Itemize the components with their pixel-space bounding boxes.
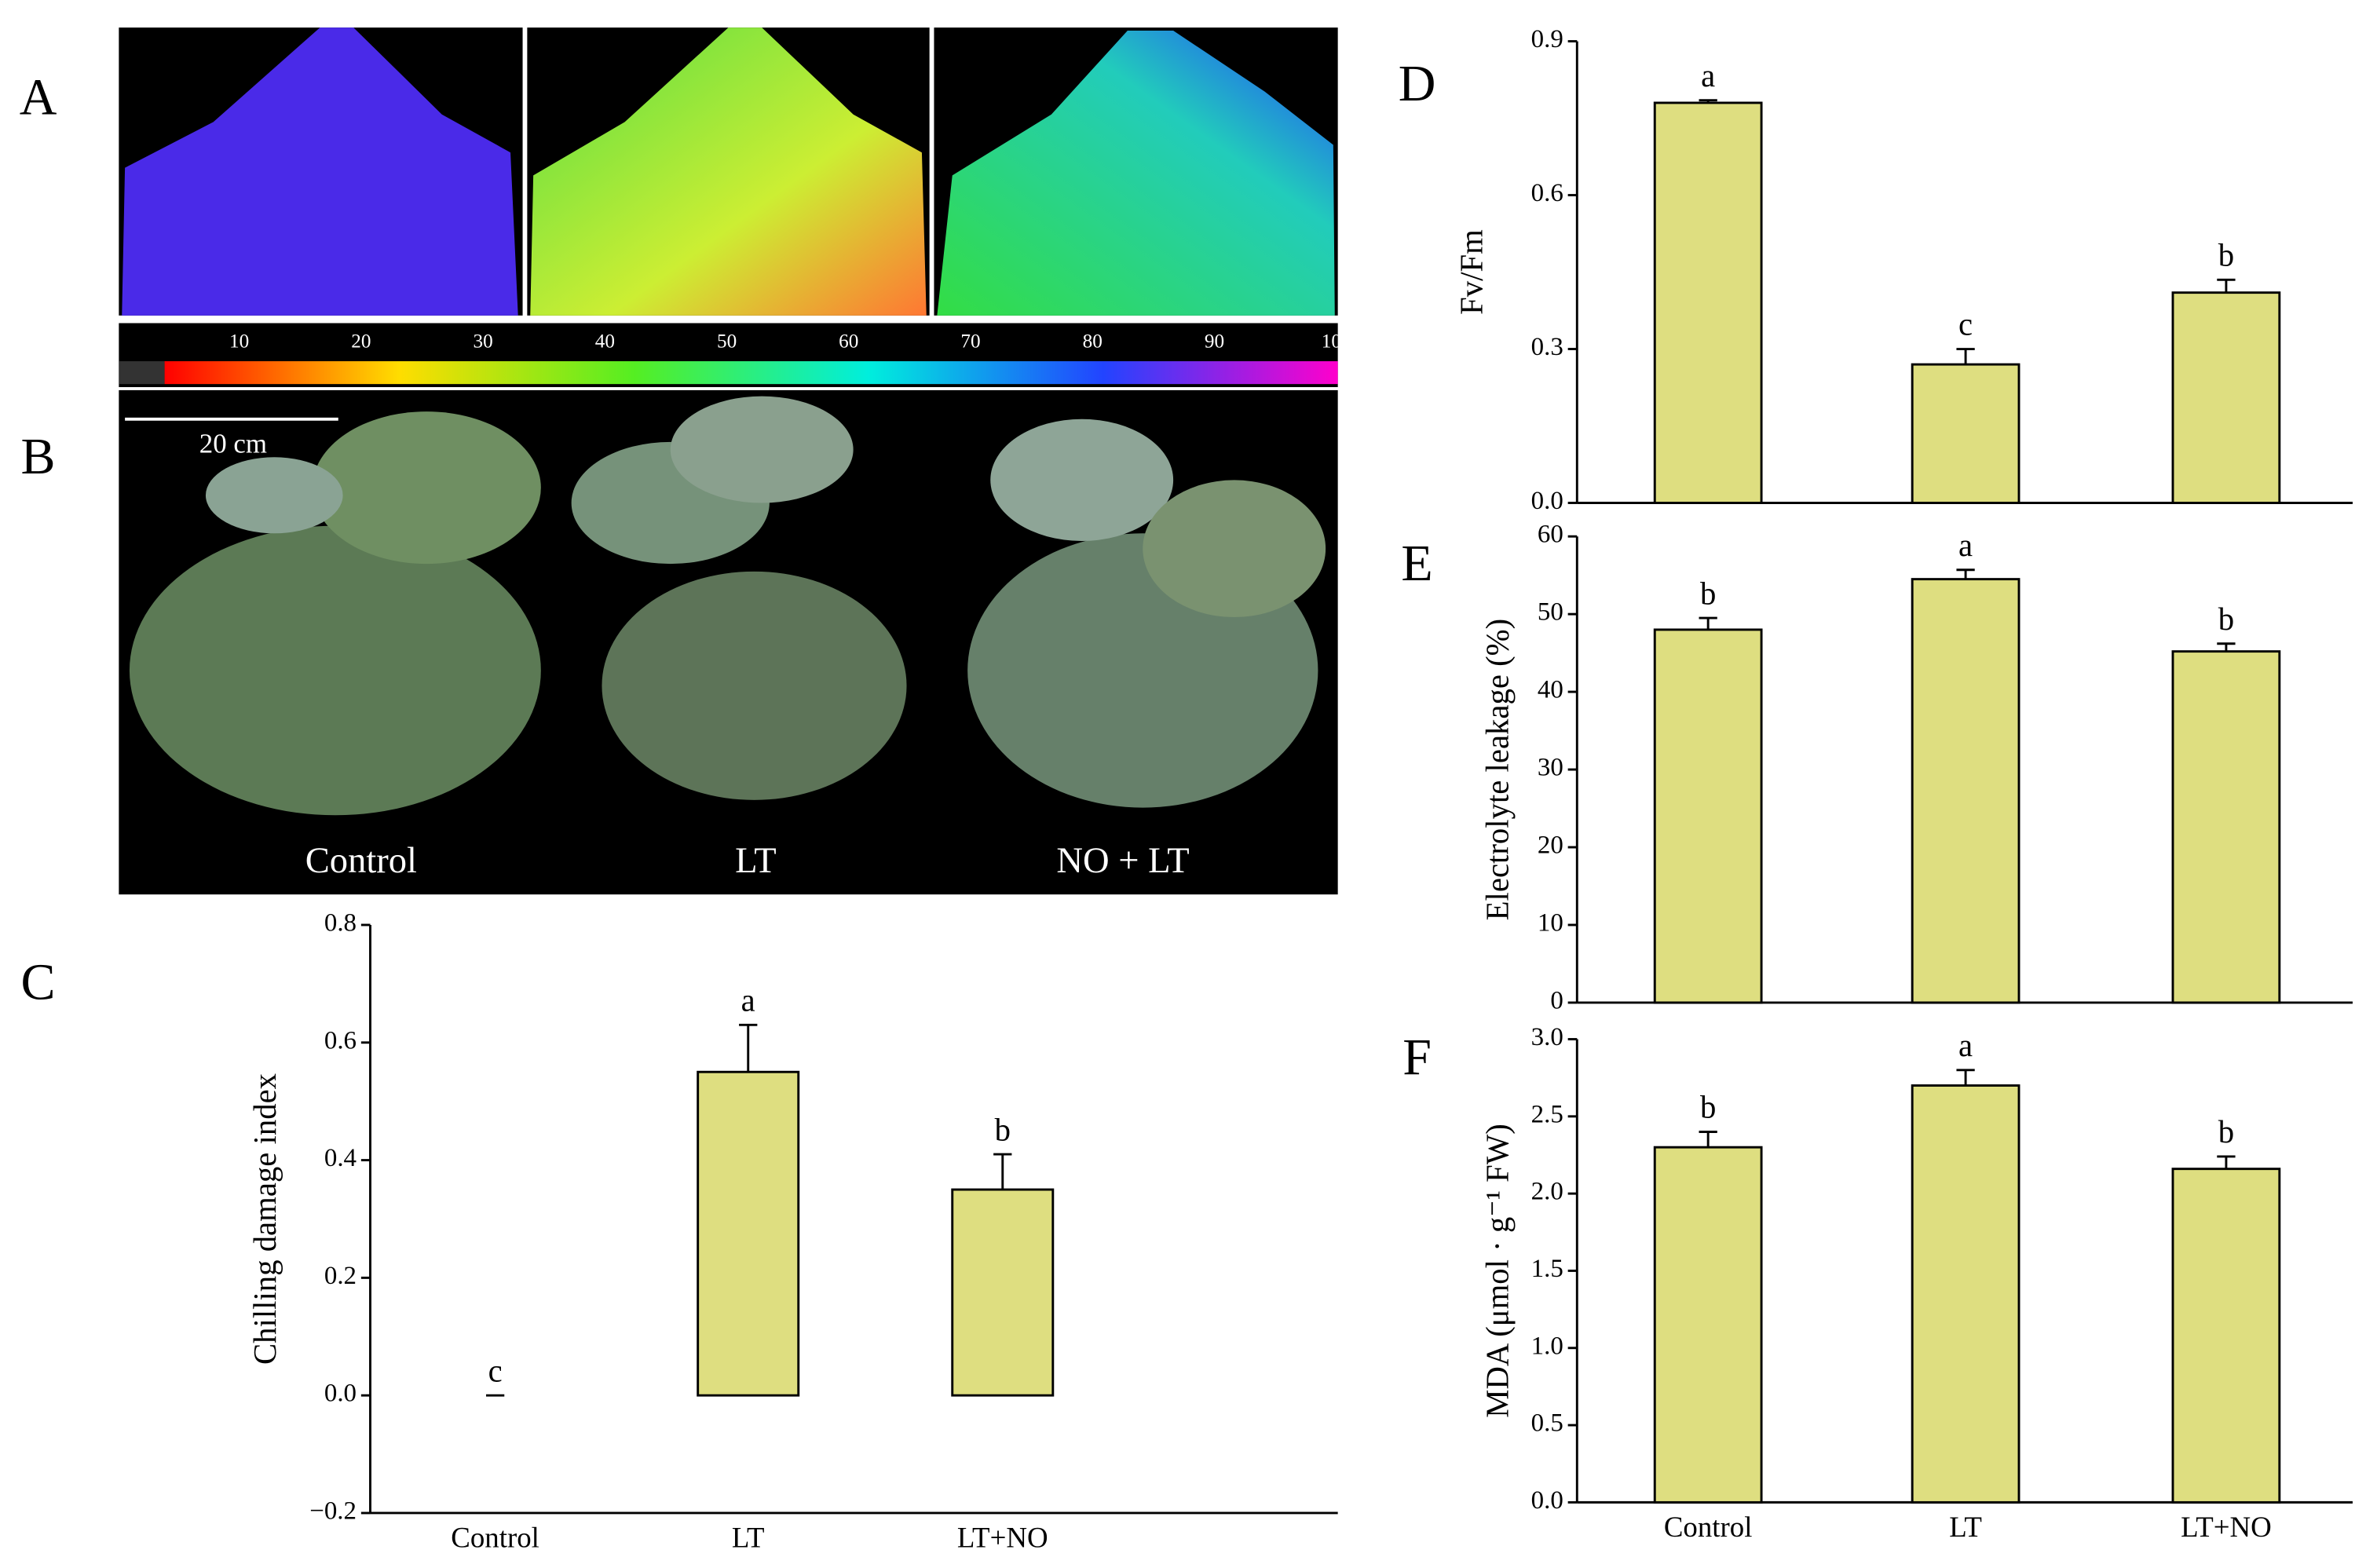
photo-label: Control <box>305 841 417 881</box>
y-tick-label: 3.0 <box>1531 1023 1563 1051</box>
y-tick-label: 60 <box>1538 521 1563 549</box>
thermal-images <box>119 27 1338 388</box>
panel-label: D <box>1399 55 1436 112</box>
bar <box>697 1070 800 1397</box>
error-bar <box>2217 1155 2236 1169</box>
y-tick-label: 0.8 <box>324 909 357 938</box>
significance-letter: a <box>1958 1028 1973 1063</box>
plant-photo <box>119 389 1338 895</box>
panel-label: A <box>20 68 57 126</box>
y-tick-label: 20 <box>1538 832 1563 860</box>
photo-label: LT <box>735 841 777 881</box>
significance-letter: b <box>2218 601 2234 637</box>
bar <box>1653 101 1763 504</box>
error-bar <box>1956 348 1975 365</box>
y-tick-label: 40 <box>1538 676 1563 704</box>
bar <box>1653 1146 1763 1504</box>
y-axis-label: MDA (μmol · g⁻¹ FW) <box>1480 1124 1516 1418</box>
y-tick-label: 0.2 <box>324 1262 357 1290</box>
y-tick-label: 0.0 <box>1531 487 1563 515</box>
y-tick-label: 10 <box>1538 909 1563 938</box>
error-bar <box>1956 1069 1975 1086</box>
bar <box>1911 363 2020 504</box>
y-tick-label: 0.6 <box>1531 179 1563 207</box>
x-tick-label: Control <box>1664 1511 1753 1543</box>
error-bar <box>2217 278 2236 293</box>
bar <box>2171 650 2281 1004</box>
panel-label: B <box>21 428 56 485</box>
bar <box>1911 578 2020 1004</box>
y-tick-label: 0 <box>1550 987 1563 1015</box>
error-bar <box>2217 642 2236 652</box>
y-tick-label: 0.4 <box>324 1144 357 1172</box>
error-bar <box>1699 99 1717 103</box>
scale-label: 20 cm <box>199 429 267 459</box>
y-tick-label: 2.0 <box>1531 1178 1563 1206</box>
error-bar <box>1699 1131 1717 1148</box>
y-tick-label: 1.0 <box>1531 1332 1563 1360</box>
bar <box>1911 1084 2020 1504</box>
significance-letter: b <box>2218 1114 2234 1150</box>
x-tick-label: LT+NO <box>957 1521 1048 1553</box>
significance-letter: c <box>1958 307 1973 342</box>
x-tick-label: Control <box>451 1521 539 1553</box>
y-axis-label: Fv/Fm <box>1454 229 1490 315</box>
colorbar-tick-label: 60 <box>839 331 858 353</box>
y-tick-label: 30 <box>1538 754 1563 782</box>
error-bar <box>1956 568 1975 579</box>
panel-label: F <box>1402 1029 1432 1086</box>
colorbar-tick-label: 90 <box>1205 331 1224 353</box>
colorbar-tick-label: 20 <box>351 331 371 353</box>
significance-letter: b <box>995 1112 1011 1147</box>
colorbar-tick-label: 100 <box>1322 331 1351 353</box>
error-bar <box>739 1023 758 1073</box>
error-bar <box>1699 616 1717 630</box>
y-tick-label: −0.2 <box>309 1497 357 1526</box>
y-tick-label: 50 <box>1538 598 1563 627</box>
y-tick-label: 0.6 <box>324 1026 357 1054</box>
colorbar-tick-label: 80 <box>1083 331 1103 353</box>
x-tick-label: LT+NO <box>2181 1511 2272 1543</box>
significance-letter: a <box>741 982 755 1018</box>
colorbar-ticks: 10 20 30 40 50 60 70 80 90 100 <box>229 331 1351 353</box>
x-tick-label: LT <box>1949 1511 1982 1543</box>
bar <box>951 1188 1055 1397</box>
bar <box>2171 1168 2281 1504</box>
y-tick-label: 0.9 <box>1531 25 1563 53</box>
y-axis-label: Chilling damage index <box>247 1073 283 1365</box>
y-axis-label: Electrolyte leakage (%) <box>1480 619 1516 921</box>
y-tick-label: 0.5 <box>1531 1409 1563 1438</box>
bar <box>1653 628 1763 1004</box>
colorbar-tick-label: 40 <box>595 331 615 353</box>
error-bar <box>993 1153 1012 1190</box>
photo-label: NO + LT <box>1056 841 1189 881</box>
significance-letter: b <box>1700 576 1716 611</box>
colorbar-tick-label: 10 <box>229 331 249 353</box>
significance-letter: b <box>1700 1090 1716 1125</box>
colorbar-tick-label: 30 <box>473 331 492 353</box>
colorbar-tick-label: 50 <box>717 331 737 353</box>
panel-label: C <box>21 954 56 1011</box>
x-tick-label: LT <box>732 1521 765 1553</box>
significance-letter: a <box>1958 528 1973 563</box>
colorbar-tick-label: 70 <box>960 331 980 353</box>
significance-letter: a <box>1701 58 1715 93</box>
panel-label: E <box>1401 535 1432 592</box>
y-tick-label: 0.0 <box>1531 1486 1563 1515</box>
y-tick-label: 2.5 <box>1531 1100 1563 1128</box>
significance-letter: b <box>2218 238 2234 273</box>
y-tick-label: 0.3 <box>1531 333 1563 361</box>
y-tick-label: 0.0 <box>324 1380 357 1408</box>
y-tick-label: 1.5 <box>1531 1255 1563 1283</box>
bar <box>2171 291 2281 504</box>
significance-letter: c <box>488 1353 503 1388</box>
